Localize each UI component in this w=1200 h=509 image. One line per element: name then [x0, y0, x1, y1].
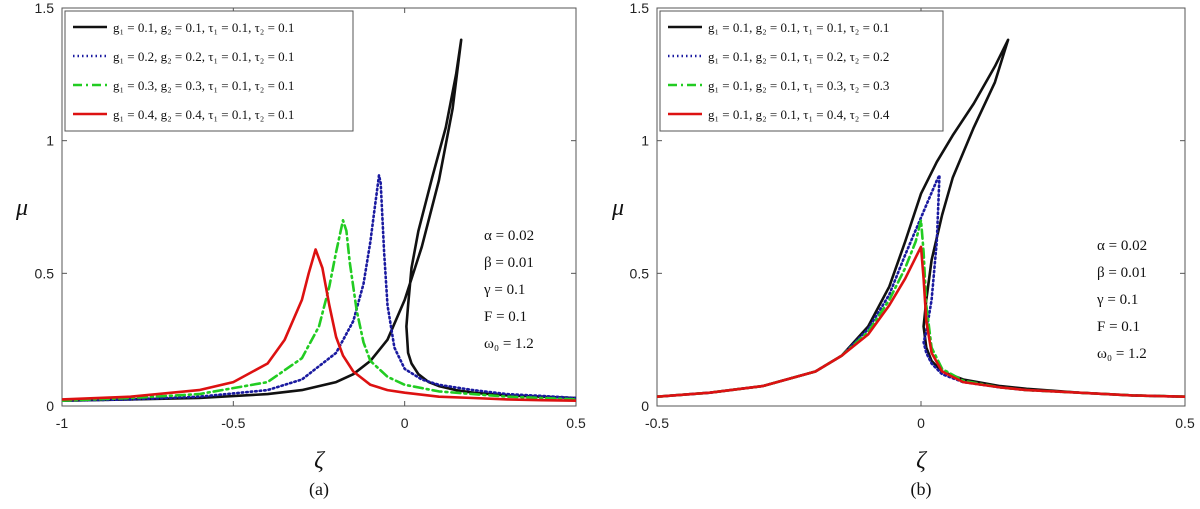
param-label: ω₀ = 1.2: [1097, 346, 1147, 362]
param-label: ω₀ = 1.2: [484, 336, 534, 352]
param-label: F = 0.1: [484, 309, 527, 325]
legend-entry-1: g₁ = 0.1, g₂ = 0.1, τ₁ = 0.1, τ₂ = 0.1: [113, 20, 294, 35]
x-tick-label: 0.5: [1175, 415, 1195, 431]
x-tick-label: -1: [56, 415, 69, 431]
chart-b: -0.5 0 0.500.511.5g₁ = 0.1, g₂ = 0.1, τ₁ =…: [611, 0, 1195, 500]
series-line-2: [62, 173, 576, 403]
legend-entry-3: g₁ = 0.1, g₂ = 0.1, τ₁ = 0.3, τ₂ = 0.3: [708, 78, 889, 93]
x-tick-label: 0.5: [566, 415, 586, 431]
param-label: γ = 0.1: [1096, 292, 1138, 308]
y-tick-label: 0: [46, 398, 54, 414]
param-label: α = 0.02: [1097, 238, 1147, 254]
x-tick-label: -0.5: [645, 415, 669, 431]
param-label: α = 0.02: [484, 228, 534, 244]
y-tick-label: 1.5: [35, 0, 55, 16]
y-tick-label: 0: [641, 398, 649, 414]
y-tick-label: 0.5: [35, 265, 55, 281]
y-tick-label: 1.5: [630, 0, 650, 16]
legend-box: [659, 10, 944, 132]
x-tick-label: -0.5: [221, 415, 245, 431]
legend-entry-2: g₁ = 0.2, g₂ = 0.2, τ₁ = 0.1, τ₂ = 0.1: [113, 49, 294, 64]
legend-entry-4: g₁ = 0.1, g₂ = 0.1, τ₁ = 0.4, τ₂ = 0.4: [708, 107, 890, 122]
param-label: F = 0.1: [1097, 319, 1140, 335]
x-tick-label: 0: [917, 415, 925, 431]
param-label: β = 0.01: [484, 255, 534, 271]
param-label: β = 0.01: [1097, 265, 1147, 281]
legend-entry-3: g₁ = 0.3, g₂ = 0.3, τ₁ = 0.1, τ₂ = 0.1: [113, 78, 294, 93]
x-tick-label: 0: [401, 415, 409, 431]
y-axis-label: μ: [611, 195, 624, 221]
series-line-4: [657, 245, 1185, 399]
x-axis-label: ζ: [916, 448, 928, 474]
y-tick-label: 1: [46, 133, 54, 149]
y-axis-label: μ: [15, 195, 28, 221]
param-label: γ = 0.1: [483, 282, 525, 298]
panel-caption: (b): [911, 479, 932, 500]
series-line-4: [62, 248, 576, 403]
legend-entry-2: g₁ = 0.1, g₂ = 0.1, τ₁ = 0.2, τ₂ = 0.2: [708, 49, 889, 64]
panel-caption: (a): [309, 479, 329, 500]
legend-entry-1: g₁ = 0.1, g₂ = 0.1, τ₁ = 0.1, τ₂ = 0.1: [708, 20, 889, 35]
chart-a: -1 -0.5 0 0.5 0 0.5 1 1.5 g₁ = 0.1, g₂ = 0.1, τ₁…: [15, 0, 586, 500]
series-line-3: [62, 219, 576, 403]
x-axis-label: ζ: [314, 448, 326, 474]
series-line-1: [62, 38, 576, 403]
y-tick-label: 0.5: [630, 265, 650, 281]
legend-box: [64, 10, 354, 132]
y-tick-label: 1: [641, 133, 649, 149]
legend-entry-4: g₁ = 0.4, g₂ = 0.4, τ₁ = 0.1, τ₂ = 0.1: [113, 107, 294, 122]
